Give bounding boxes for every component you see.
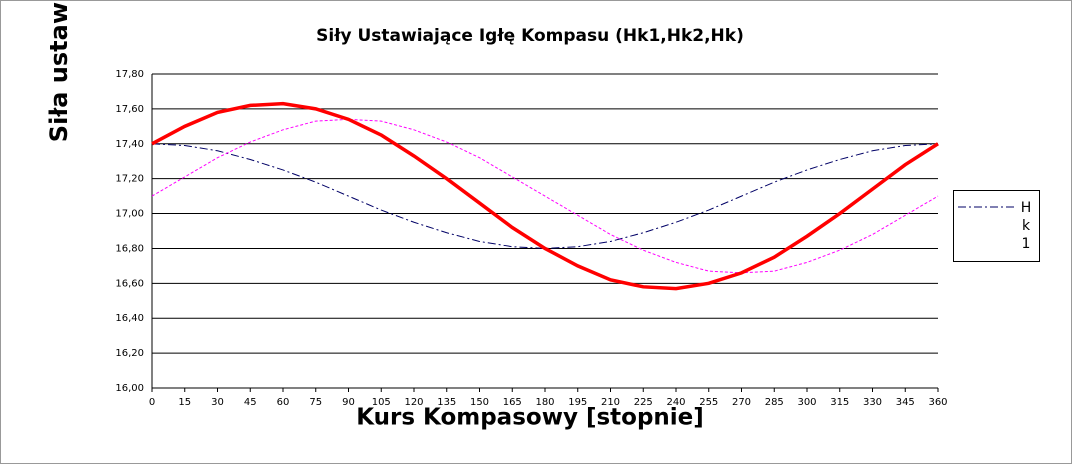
x-tick-label: 240 [666,397,685,408]
y-tick-label: 17,40 [115,139,144,150]
x-tick-label: 180 [535,397,554,408]
series-line [151,143,939,249]
x-tick-label: 195 [568,397,587,408]
x-tick-label: 300 [797,397,816,408]
x-tick-label: 30 [211,397,224,408]
x-tick-label: 15 [178,397,191,408]
x-tick-label: 120 [404,397,423,408]
x-tick-label: 0 [149,397,155,408]
x-tick-label: 45 [244,397,257,408]
x-tick-label: 270 [732,397,751,408]
x-tick-label: 315 [830,397,849,408]
y-tick-label: 16,20 [115,348,144,359]
x-tick-label: 210 [601,397,620,408]
y-axis-label: Siła ustaw [45,2,73,142]
y-tick-label: 17,00 [115,209,144,220]
x-tick-label: 330 [863,397,882,408]
x-tick-label: 150 [470,397,489,408]
x-tick-label: 90 [342,397,355,408]
x-tick-label: 255 [699,397,718,408]
x-tick-label: 60 [277,397,290,408]
x-tick-label: 225 [634,397,653,408]
legend: Hk1 [953,190,1040,262]
x-tick-label: 345 [896,397,915,408]
series-line [151,118,939,274]
legend-label: Hk1 [1020,200,1032,252]
y-tick-label: 17,80 [115,69,144,80]
series-line [151,101,939,291]
y-tick-label: 16,80 [115,243,144,254]
legend-swatch [958,206,1016,208]
chart-title: Siły Ustawiające Igłę Kompasu (Hk1,Hk2,H… [316,26,744,46]
y-tick-label: 16,60 [115,278,144,289]
x-tick-label: 75 [309,397,322,408]
y-tick-label: 16,00 [115,383,144,394]
x-tick-label: 165 [503,397,522,408]
x-tick-label: 105 [372,397,391,408]
y-tick-label: 17,20 [115,174,144,185]
x-tick-label: 360 [928,397,947,408]
x-tick-label: 285 [765,397,784,408]
x-axis-label: Kurs Kompasowy [stopnie] [356,405,704,431]
x-tick-label: 135 [437,397,456,408]
y-tick-label: 16,40 [115,313,144,324]
y-tick-label: 17,60 [115,104,144,115]
